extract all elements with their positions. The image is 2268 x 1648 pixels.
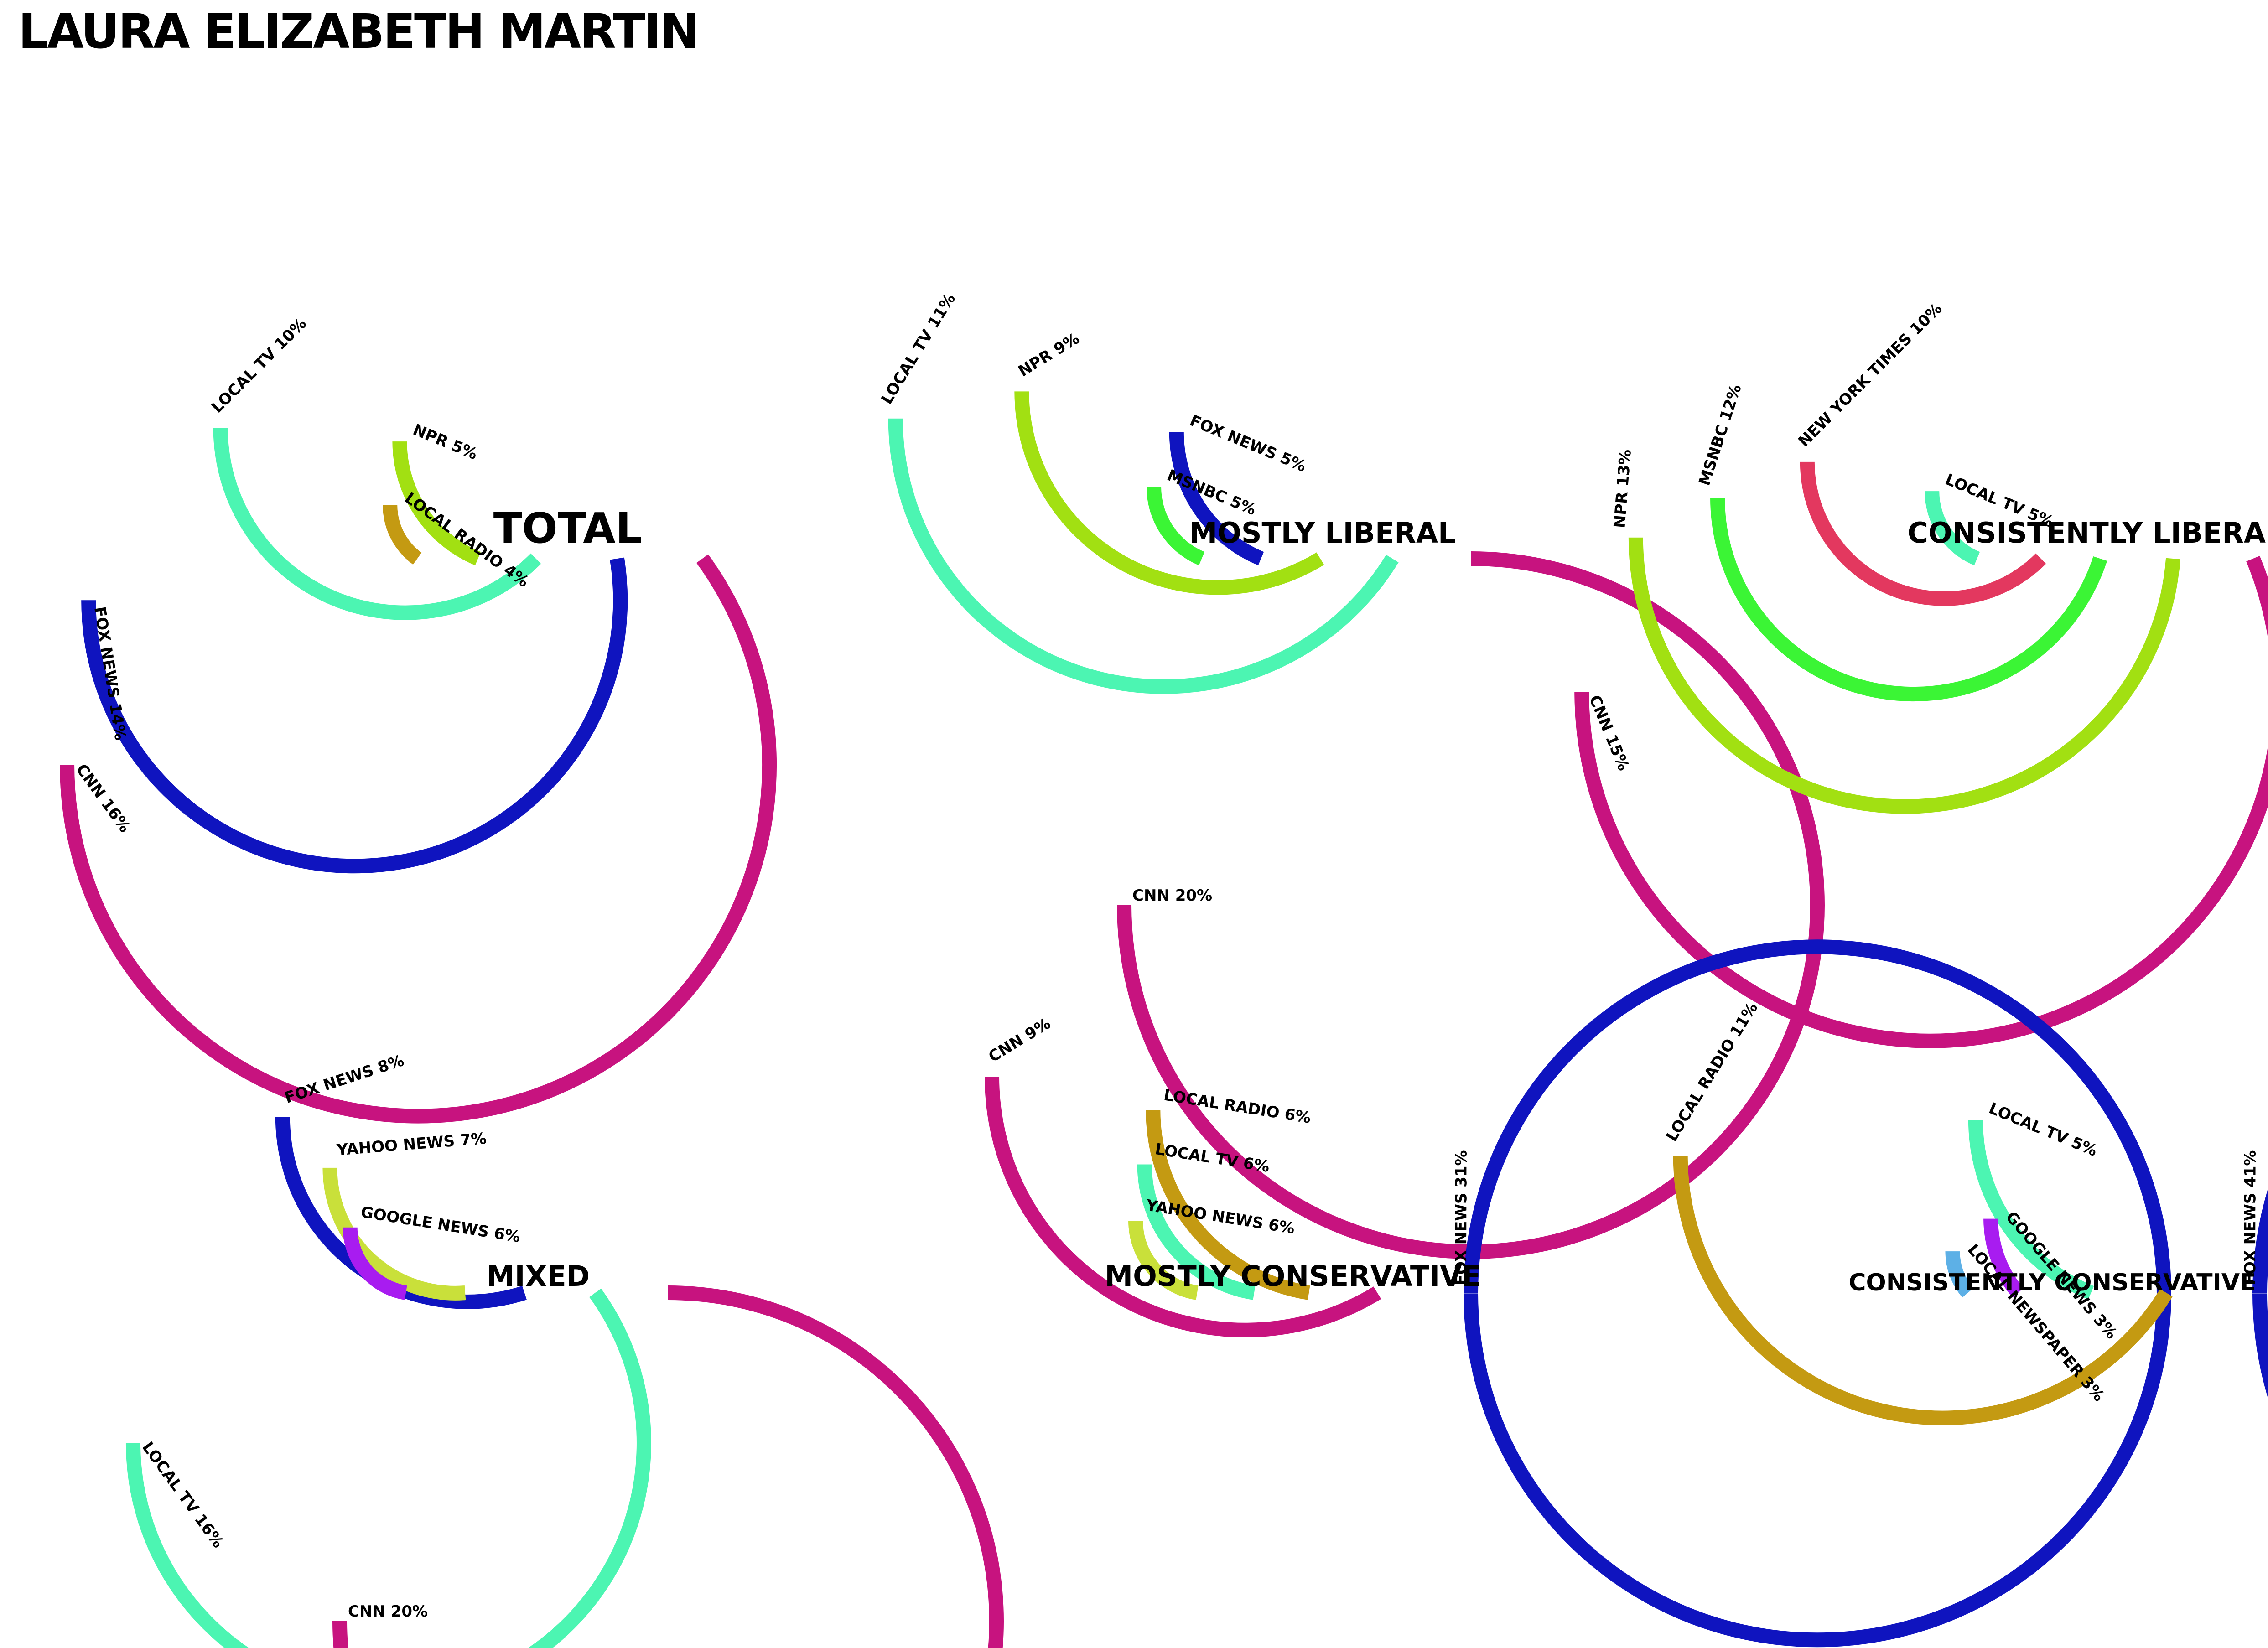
chart-title: MOSTLY CONSERVATIVE [1105,1259,1481,1293]
arc-label-local-tv: LOCAL TV 5% [1986,1099,2100,1160]
chart-title: MIXED [487,1259,590,1293]
arc-label-cnn: CNN 20% [348,1602,428,1621]
arc-label-local-tv: LOCAL TV 10% [208,315,310,417]
arc-cnn [985,1077,1381,1337]
arc-label-fox-news: FOX NEWS 41% [2241,1150,2260,1285]
arc-local-radio [1673,1156,2173,1425]
arc-fox-news [1169,432,1264,565]
arc-label-google-news: GOOGLE NEWS 6% [359,1203,521,1246]
arc-google-news [1983,1218,2024,1298]
arc-cnn [60,554,777,1124]
arc-label-yahoo-news: YAHOO NEWS 7% [336,1130,487,1160]
arc-local-tv [888,418,1399,694]
author-name: LAURA ELIZABETH MARTIN [18,4,700,59]
arc-cnn [1117,551,1825,1259]
arc-label-local-radio: LOCAL RADIO 6% [1163,1086,1312,1128]
arc-cnn [1574,555,2268,1048]
chart-title: MOSTLY LIBERAL [1189,516,1456,549]
arc-cnn [332,1285,1004,1648]
arc-label-npr: NPR 13% [1610,449,1635,529]
arc-npr [1014,391,1324,595]
arc-local-newspaper [1945,1251,1974,1298]
arc-npr [1628,537,2180,814]
arc-new-york-times [1800,461,2046,606]
arc-local-tv [125,1288,651,1648]
arc-fox-news [2252,1188,2268,1398]
arc-local-tv [1968,1120,2094,1300]
arc-label-fox-news: FOX NEWS 5% [1187,411,1309,476]
arc-local-tv [1137,1164,1256,1300]
chart-title: CONSISTENTLY LIBERAL [1907,516,2268,549]
chart-mostly-liberal: CNN 20%LOCAL TV 11% NPR 9%FOX NEWS 5%MSNB… [877,290,1825,1259]
arc-npr [392,441,481,565]
arc-local-radio [383,505,422,565]
arc-label-msnbc: MSNBC 12% [1695,382,1745,488]
chart-mixed: CNN 20%LOCAL TV 16%FOX NEWS 8%YAHOO NEWS… [125,1052,1004,1648]
arc-yahoo-news [1128,1220,1199,1300]
arc-label-cnn: CNN 9% [986,1015,1054,1066]
chart-title: CONSISTENTLY CONSERVATIVE [1848,1269,2256,1296]
arc-google-news [343,1227,407,1300]
arc-label-fox-news: FOX NEWS 31% [1452,1150,1471,1285]
arc-label-new-york-times: NEW YORK TIMES 10% [1795,300,1946,451]
arc-label-fox-news: FOX NEWS 8% [282,1052,406,1107]
chart-total: CNN 16%FOX NEWS 14%LOCAL TV 10%NPR 5%LOC… [60,315,777,1124]
arc-msnbc [1147,487,1205,565]
arc-label-cnn: CNN 20% [1132,886,1212,905]
arc-msnbc [1710,498,2107,702]
arc-label-msnbc: MSNBC 5% [1164,466,1259,519]
arc-label-npr: NPR 5% [410,420,480,463]
arc-yahoo-news [322,1167,466,1301]
arc-local-tv [1925,491,1980,565]
arc-label-cnn: CNN 16% [72,761,134,836]
arc-local-radio [1146,1110,1310,1300]
chart-consistently-liberal: CNN 15%NPR 13%MSNBC 12% NEW YORK TIMES 10… [1574,300,2268,1048]
chart-title: TOTAL [493,504,642,553]
arc-fox-news [81,557,628,874]
arc-label-npr: NPR 9% [1015,329,1083,380]
arc-label-local-tv: LOCAL TV 11% [877,290,959,408]
arc-local-tv [213,428,541,620]
